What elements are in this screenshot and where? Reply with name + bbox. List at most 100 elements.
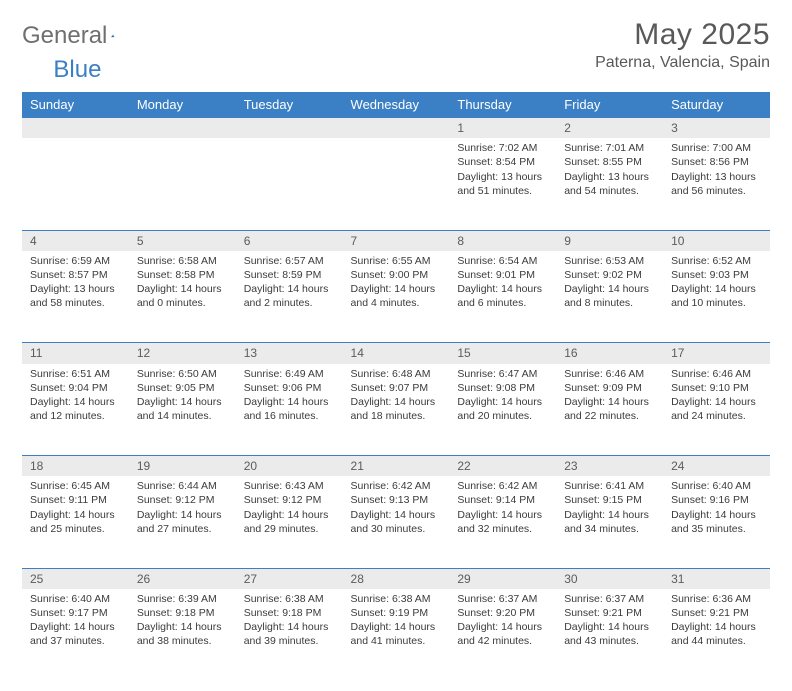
sunrise-line: Sunrise: 6:59 AM: [30, 254, 121, 268]
day-number-cell: [129, 118, 236, 139]
sunrise-line: Sunrise: 6:40 AM: [671, 479, 762, 493]
day-body-cell: Sunrise: 6:54 AMSunset: 9:01 PMDaylight:…: [449, 251, 556, 343]
day-number-cell: 30: [556, 568, 663, 589]
day-number-cell: 31: [663, 568, 770, 589]
day-body-cell: Sunrise: 7:02 AMSunset: 8:54 PMDaylight:…: [449, 138, 556, 230]
day-details: Sunrise: 6:40 AMSunset: 9:17 PMDaylight:…: [22, 589, 129, 653]
sunrise-line: Sunrise: 6:54 AM: [457, 254, 548, 268]
sunset-line: Sunset: 9:00 PM: [351, 268, 442, 282]
day-number-row: 25262728293031: [22, 568, 770, 589]
daylight-line: Daylight: 14 hoursand 25 minutes.: [30, 508, 121, 536]
day-details: Sunrise: 6:49 AMSunset: 9:06 PMDaylight:…: [236, 364, 343, 428]
day-number-cell: [236, 118, 343, 139]
col-sunday: Sunday: [22, 92, 129, 118]
sunset-line: Sunset: 9:10 PM: [671, 381, 762, 395]
col-tuesday: Tuesday: [236, 92, 343, 118]
day-body-row: Sunrise: 6:51 AMSunset: 9:04 PMDaylight:…: [22, 364, 770, 456]
day-number-cell: 28: [343, 568, 450, 589]
sunset-line: Sunset: 9:21 PM: [564, 606, 655, 620]
day-number-cell: [343, 118, 450, 139]
sunrise-line: Sunrise: 6:43 AM: [244, 479, 335, 493]
sunrise-line: Sunrise: 6:38 AM: [244, 592, 335, 606]
sunrise-line: Sunrise: 6:40 AM: [30, 592, 121, 606]
daylight-line: Daylight: 14 hoursand 10 minutes.: [671, 282, 762, 310]
day-body-cell: Sunrise: 6:43 AMSunset: 9:12 PMDaylight:…: [236, 476, 343, 568]
sunrise-line: Sunrise: 6:46 AM: [671, 367, 762, 381]
brand-general: General: [22, 22, 107, 50]
day-number-cell: 26: [129, 568, 236, 589]
day-body-row: Sunrise: 6:59 AMSunset: 8:57 PMDaylight:…: [22, 251, 770, 343]
sunset-line: Sunset: 9:05 PM: [137, 381, 228, 395]
col-saturday: Saturday: [663, 92, 770, 118]
day-body-cell: Sunrise: 6:48 AMSunset: 9:07 PMDaylight:…: [343, 364, 450, 456]
sunrise-line: Sunrise: 6:52 AM: [671, 254, 762, 268]
day-body-cell: Sunrise: 6:52 AMSunset: 9:03 PMDaylight:…: [663, 251, 770, 343]
day-details: Sunrise: 7:00 AMSunset: 8:56 PMDaylight:…: [663, 138, 770, 202]
col-monday: Monday: [129, 92, 236, 118]
sunrise-line: Sunrise: 7:01 AM: [564, 141, 655, 155]
daylight-line: Daylight: 14 hoursand 8 minutes.: [564, 282, 655, 310]
day-body-cell: Sunrise: 6:40 AMSunset: 9:16 PMDaylight:…: [663, 476, 770, 568]
day-number-cell: 15: [449, 343, 556, 364]
day-body-cell: Sunrise: 6:45 AMSunset: 9:11 PMDaylight:…: [22, 476, 129, 568]
sunrise-line: Sunrise: 6:42 AM: [457, 479, 548, 493]
day-number-row: 11121314151617: [22, 343, 770, 364]
day-body-cell: Sunrise: 6:42 AMSunset: 9:14 PMDaylight:…: [449, 476, 556, 568]
daylight-line: Daylight: 14 hoursand 32 minutes.: [457, 508, 548, 536]
day-number-cell: 12: [129, 343, 236, 364]
calendar-page: General May 2025 Paterna, Valencia, Spai…: [0, 0, 792, 691]
day-details: Sunrise: 6:48 AMSunset: 9:07 PMDaylight:…: [343, 364, 450, 428]
day-details: Sunrise: 6:54 AMSunset: 9:01 PMDaylight:…: [449, 251, 556, 315]
sunrise-line: Sunrise: 7:02 AM: [457, 141, 548, 155]
sunset-line: Sunset: 8:56 PM: [671, 155, 762, 169]
daylight-line: Daylight: 14 hoursand 43 minutes.: [564, 620, 655, 648]
sunset-line: Sunset: 9:02 PM: [564, 268, 655, 282]
sunset-line: Sunset: 9:04 PM: [30, 381, 121, 395]
day-body-cell: Sunrise: 6:53 AMSunset: 9:02 PMDaylight:…: [556, 251, 663, 343]
day-details: Sunrise: 6:58 AMSunset: 8:58 PMDaylight:…: [129, 251, 236, 315]
day-details: Sunrise: 6:44 AMSunset: 9:12 PMDaylight:…: [129, 476, 236, 540]
day-number-cell: 8: [449, 230, 556, 251]
daylight-line: Daylight: 14 hoursand 29 minutes.: [244, 508, 335, 536]
day-details: Sunrise: 6:38 AMSunset: 9:18 PMDaylight:…: [236, 589, 343, 653]
day-details: Sunrise: 6:36 AMSunset: 9:21 PMDaylight:…: [663, 589, 770, 653]
sunset-line: Sunset: 9:18 PM: [137, 606, 228, 620]
sunset-line: Sunset: 9:16 PM: [671, 493, 762, 507]
sunrise-line: Sunrise: 7:00 AM: [671, 141, 762, 155]
daylight-line: Daylight: 13 hoursand 54 minutes.: [564, 170, 655, 198]
day-number-cell: 6: [236, 230, 343, 251]
daylight-line: Daylight: 14 hoursand 2 minutes.: [244, 282, 335, 310]
day-details: Sunrise: 6:51 AMSunset: 9:04 PMDaylight:…: [22, 364, 129, 428]
day-number-cell: 20: [236, 456, 343, 477]
day-body-cell: Sunrise: 6:55 AMSunset: 9:00 PMDaylight:…: [343, 251, 450, 343]
day-body-cell: Sunrise: 6:47 AMSunset: 9:08 PMDaylight:…: [449, 364, 556, 456]
day-body-row: Sunrise: 6:45 AMSunset: 9:11 PMDaylight:…: [22, 476, 770, 568]
day-details: Sunrise: 6:47 AMSunset: 9:08 PMDaylight:…: [449, 364, 556, 428]
sunrise-line: Sunrise: 6:57 AM: [244, 254, 335, 268]
daylight-line: Daylight: 14 hoursand 6 minutes.: [457, 282, 548, 310]
day-number-cell: 13: [236, 343, 343, 364]
day-body-cell: Sunrise: 6:37 AMSunset: 9:21 PMDaylight:…: [556, 589, 663, 681]
day-number-cell: 22: [449, 456, 556, 477]
brand-logo: General: [22, 22, 135, 50]
day-body-cell: Sunrise: 6:41 AMSunset: 9:15 PMDaylight:…: [556, 476, 663, 568]
day-details: Sunrise: 7:01 AMSunset: 8:55 PMDaylight:…: [556, 138, 663, 202]
col-wednesday: Wednesday: [343, 92, 450, 118]
daylight-line: Daylight: 14 hoursand 24 minutes.: [671, 395, 762, 423]
sunrise-line: Sunrise: 6:41 AM: [564, 479, 655, 493]
sunset-line: Sunset: 9:01 PM: [457, 268, 548, 282]
sunrise-line: Sunrise: 6:38 AM: [351, 592, 442, 606]
daylight-line: Daylight: 14 hoursand 35 minutes.: [671, 508, 762, 536]
col-friday: Friday: [556, 92, 663, 118]
sunrise-line: Sunrise: 6:42 AM: [351, 479, 442, 493]
day-body-cell: [343, 138, 450, 230]
daylight-line: Daylight: 14 hoursand 20 minutes.: [457, 395, 548, 423]
day-number-cell: 19: [129, 456, 236, 477]
sunset-line: Sunset: 9:17 PM: [30, 606, 121, 620]
day-number-cell: 24: [663, 456, 770, 477]
day-number-cell: 7: [343, 230, 450, 251]
day-number-row: 123: [22, 118, 770, 139]
sunrise-line: Sunrise: 6:49 AM: [244, 367, 335, 381]
page-subtitle: Paterna, Valencia, Spain: [595, 54, 770, 72]
day-details: Sunrise: 6:40 AMSunset: 9:16 PMDaylight:…: [663, 476, 770, 540]
